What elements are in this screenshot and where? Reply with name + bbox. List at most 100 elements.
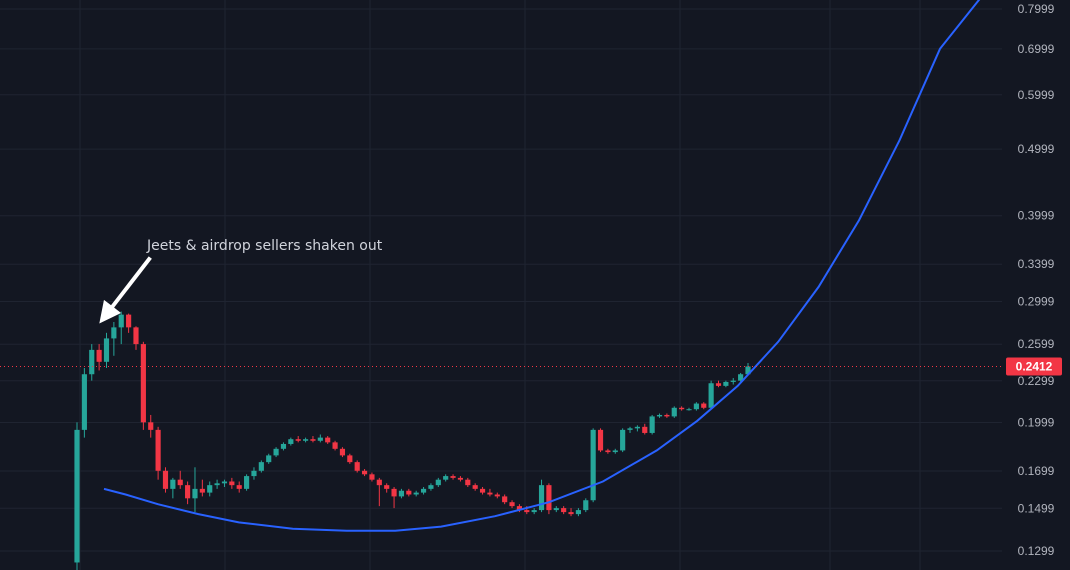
annotation-arrow — [99, 256, 152, 324]
candle-body — [103, 338, 110, 362]
candle-body — [450, 476, 456, 478]
candle-body — [118, 314, 124, 328]
candle-body — [531, 510, 537, 513]
candle-body — [443, 476, 449, 480]
candle-body — [258, 462, 264, 471]
candle-body — [347, 455, 353, 463]
candle-body — [310, 439, 316, 441]
last-price-label: 0.2412 — [1016, 359, 1053, 373]
candle-body — [266, 455, 272, 463]
y-tick-label: 0.4999 — [1018, 142, 1055, 156]
candle-body — [89, 349, 95, 375]
candle-body — [325, 437, 331, 443]
candle-body — [236, 485, 242, 489]
candle-body — [185, 485, 191, 499]
candle-body — [332, 442, 338, 449]
candle-body — [524, 510, 530, 513]
candle-body — [583, 500, 589, 511]
y-tick-label: 0.3999 — [1018, 209, 1055, 223]
y-tick-label: 0.3399 — [1018, 257, 1055, 271]
candle-body — [170, 479, 176, 489]
trend-curve — [103, 0, 981, 532]
candle-body — [354, 462, 360, 471]
candle-body — [620, 429, 626, 451]
candle-body — [384, 485, 390, 489]
candle-body — [376, 479, 382, 486]
candle-body — [627, 428, 633, 430]
candle-body — [538, 485, 545, 511]
candle-body — [575, 510, 581, 515]
candle-body — [251, 470, 257, 477]
candle-body — [509, 502, 515, 507]
candle-body — [288, 439, 294, 444]
candle-body — [295, 439, 301, 441]
candle-body — [590, 429, 596, 501]
y-tick-label: 0.2599 — [1018, 337, 1055, 351]
candle-body — [642, 426, 648, 433]
candle-body — [664, 414, 670, 417]
candle-body — [568, 512, 574, 515]
candle-body — [701, 403, 707, 408]
candle-body — [221, 481, 228, 484]
candle-body — [435, 479, 441, 486]
candle-body — [723, 381, 729, 386]
y-tick-label: 0.2999 — [1018, 295, 1055, 309]
y-tick-label: 0.1999 — [1018, 415, 1055, 429]
candle-body — [273, 448, 279, 456]
candle-body — [649, 416, 655, 433]
candle-body — [597, 429, 604, 451]
grid — [0, 0, 1002, 570]
candle-body — [413, 492, 419, 495]
annotation-text: Jeets & airdrop sellers shaken out — [146, 238, 383, 254]
candle-body — [74, 429, 80, 563]
candles — [74, 311, 751, 570]
candle-body — [715, 383, 722, 386]
candle-body — [140, 344, 146, 423]
candle-body — [516, 506, 522, 511]
candle-body — [192, 488, 198, 499]
candle-body — [634, 426, 640, 429]
candle-body — [561, 508, 567, 513]
candle-body — [96, 349, 102, 362]
candle-body — [162, 470, 169, 489]
candle-body — [671, 407, 677, 417]
candle-body — [708, 383, 714, 408]
candle-body — [133, 327, 139, 345]
candle-body — [479, 488, 486, 493]
y-tick-label: 0.7999 — [1018, 2, 1055, 16]
candle-body — [214, 483, 220, 486]
y-tick-label: 0.1299 — [1018, 544, 1055, 558]
candle-body — [465, 479, 471, 486]
candle-body — [738, 374, 744, 381]
candle-body — [605, 450, 611, 453]
candle-body — [81, 374, 87, 430]
candle-body — [126, 314, 132, 328]
candle-body — [177, 479, 183, 486]
annotation: Jeets & airdrop sellers shaken out — [99, 238, 383, 324]
candle-body — [280, 443, 287, 449]
candle-body — [155, 429, 161, 471]
y-tick-label: 0.2299 — [1018, 374, 1055, 388]
candle-body — [745, 366, 751, 375]
candle-body — [420, 488, 427, 493]
y-tick-label: 0.1499 — [1018, 501, 1055, 515]
candle-body — [546, 485, 552, 511]
y-tick-label: 0.6999 — [1018, 42, 1055, 56]
candle-body — [303, 439, 309, 441]
price-axis[interactable]: 0.7999 0.6999 0.5999 0.4999 0.3999 0.3399 0.29… — [1018, 2, 1055, 558]
candle-body — [369, 474, 375, 480]
candle-body — [472, 485, 478, 489]
candle-body — [111, 327, 117, 339]
candle-body — [428, 485, 434, 489]
candle-body — [693, 403, 699, 410]
candle-body — [730, 380, 736, 382]
candle-body — [229, 481, 235, 486]
candle-body — [487, 492, 493, 495]
y-tick-label: 0.5999 — [1018, 88, 1055, 102]
candle-body — [679, 407, 685, 410]
candle-body — [244, 476, 250, 489]
candle-body — [339, 448, 346, 456]
candle-body — [686, 409, 692, 411]
